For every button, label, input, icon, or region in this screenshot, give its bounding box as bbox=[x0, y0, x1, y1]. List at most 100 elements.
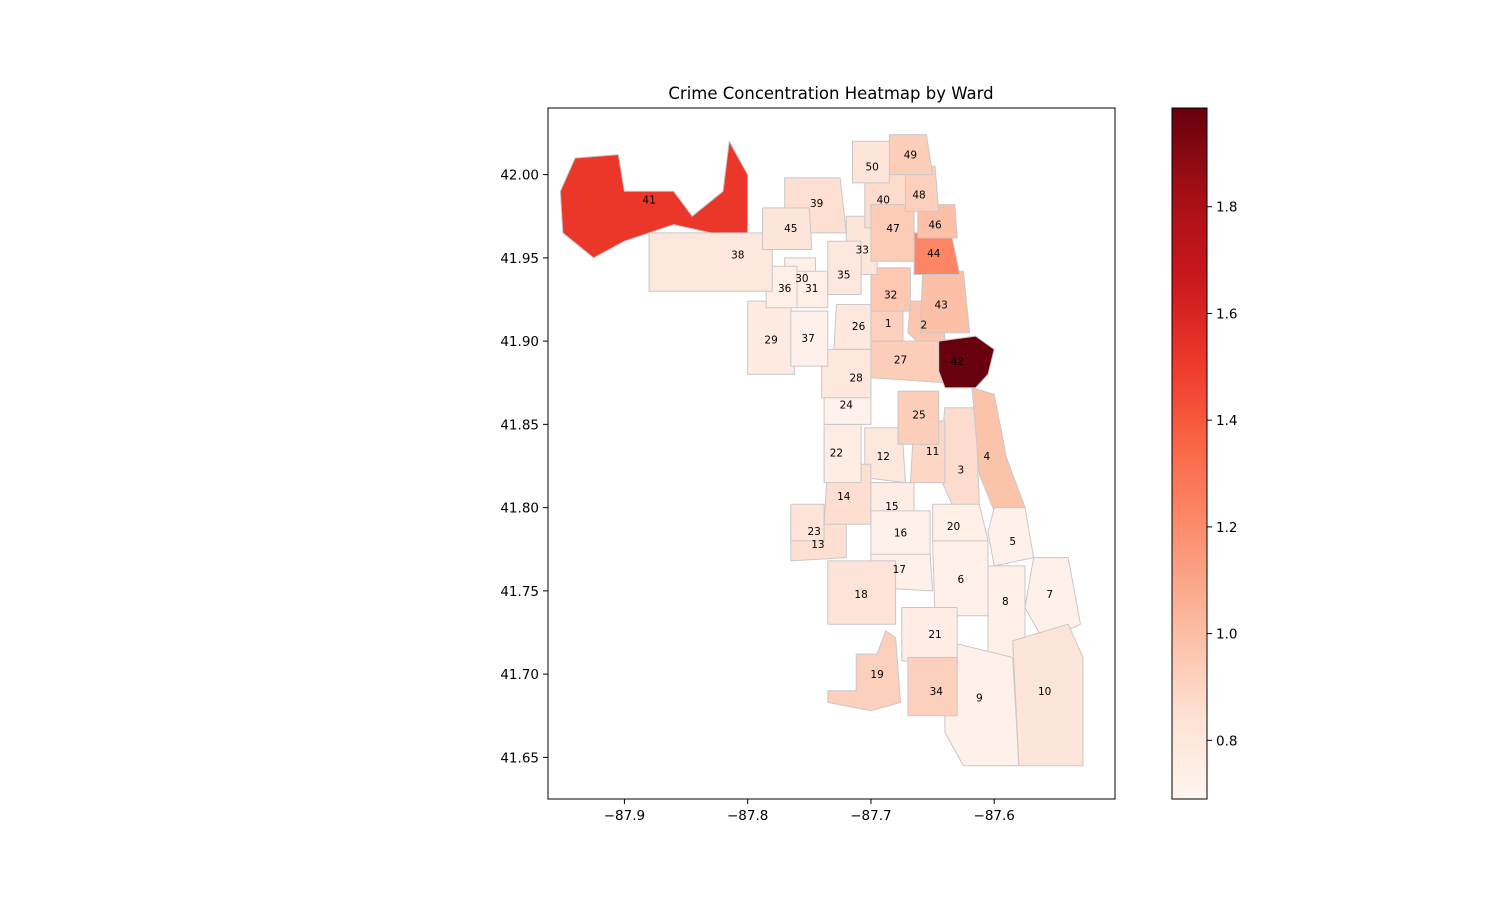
ward-8-label: 8 bbox=[1002, 596, 1009, 608]
ward-14-label: 14 bbox=[837, 491, 851, 503]
ward-16-label: 16 bbox=[894, 528, 908, 540]
colorbar bbox=[1171, 107, 1208, 800]
ward-5-label: 5 bbox=[1009, 536, 1016, 548]
ward-42-label: 42 bbox=[951, 356, 964, 368]
colorbar-tick-label: 1.6 bbox=[1216, 306, 1237, 322]
colorbar-tick-label: 1.0 bbox=[1216, 627, 1237, 643]
ward-29-label: 29 bbox=[764, 334, 777, 346]
ward-46-label: 46 bbox=[928, 220, 942, 232]
ward-20-label: 20 bbox=[947, 521, 960, 533]
ward-18-region bbox=[827, 560, 897, 625]
y-tick-label: 41.80 bbox=[500, 501, 539, 517]
ward-23-region bbox=[790, 503, 825, 542]
ward-47-region bbox=[870, 204, 915, 262]
y-tick-label: 41.85 bbox=[500, 417, 539, 433]
colorbar-tick-label: 1.8 bbox=[1216, 200, 1237, 216]
y-axis: 41.65 41.70 41.75 41.80 41.85 41.90 41.95 42.00 bbox=[500, 168, 548, 766]
ward-17-label: 17 bbox=[893, 564, 906, 576]
y-tick-label: 41.70 bbox=[500, 667, 539, 683]
ward-32-label: 32 bbox=[884, 290, 897, 302]
ward-21-label: 21 bbox=[928, 629, 941, 641]
wards-layer bbox=[559, 134, 1084, 767]
ward-42-region bbox=[938, 335, 995, 389]
ward-12-label: 12 bbox=[877, 451, 890, 463]
y-tick-label: 42.00 bbox=[500, 168, 539, 184]
x-tick-label: −87.6 bbox=[974, 808, 1015, 824]
ward-39-label: 39 bbox=[810, 198, 823, 210]
ward-22-label: 22 bbox=[830, 448, 843, 460]
x-tick-label: −87.9 bbox=[604, 808, 645, 824]
ward-36-label: 36 bbox=[778, 283, 792, 295]
ward-46-region bbox=[917, 204, 958, 239]
ward-4-label: 4 bbox=[983, 451, 990, 463]
ward-30-label: 30 bbox=[795, 273, 808, 285]
ward-25-label: 25 bbox=[912, 409, 925, 421]
ward-1-label: 1 bbox=[885, 318, 892, 330]
ward-28-label: 28 bbox=[850, 373, 863, 385]
ward-13-label: 13 bbox=[811, 539, 824, 551]
colorbar-axis: 0.8 1.0 1.2 1.4 1.6 1.8 bbox=[1207, 200, 1237, 749]
ward-35-label: 35 bbox=[837, 270, 850, 282]
colorbar-tick-label: 1.2 bbox=[1216, 520, 1237, 536]
ward-9-region bbox=[944, 640, 1020, 767]
colorbar-tick-label: 0.8 bbox=[1216, 733, 1237, 749]
y-tick-label: 41.75 bbox=[500, 584, 539, 600]
ward-35-region bbox=[827, 240, 862, 295]
ward-24-label: 24 bbox=[840, 399, 854, 411]
ward-50-label: 50 bbox=[866, 161, 879, 173]
axes-frame bbox=[547, 107, 1116, 800]
ward-19-region bbox=[827, 630, 901, 712]
ward-18-label: 18 bbox=[854, 589, 867, 601]
ward-44-label: 44 bbox=[927, 248, 941, 260]
ward-15-label: 15 bbox=[885, 501, 898, 513]
ward-49-label: 49 bbox=[904, 150, 917, 162]
ward-5-region bbox=[987, 507, 1035, 567]
ward-25-region bbox=[897, 390, 940, 445]
colorbar-tick-label: 1.4 bbox=[1216, 413, 1237, 429]
ward-37-label: 37 bbox=[801, 333, 814, 345]
ward-48-label: 48 bbox=[912, 190, 925, 202]
ward-27-label: 27 bbox=[894, 354, 907, 366]
x-axis: −87.9 −87.8 −87.7 −87.6 bbox=[604, 799, 1015, 824]
ward-7-label: 7 bbox=[1046, 589, 1053, 601]
y-tick-label: 41.65 bbox=[500, 750, 539, 766]
ward-28-region bbox=[821, 348, 872, 399]
ward-19-label: 19 bbox=[870, 669, 883, 681]
ward-32-region bbox=[870, 267, 911, 312]
ward-33-label: 33 bbox=[856, 245, 869, 257]
ward-47-label: 47 bbox=[886, 223, 899, 235]
ward-6-label: 6 bbox=[958, 574, 965, 586]
ward-9-label: 9 bbox=[976, 692, 983, 704]
ward-31-label: 31 bbox=[805, 283, 818, 295]
ward-3-label: 3 bbox=[958, 464, 965, 476]
ward-4-region bbox=[971, 387, 1026, 512]
ward-34-region bbox=[907, 657, 958, 717]
ward-27-region bbox=[870, 340, 946, 384]
ward-50-region bbox=[852, 140, 890, 184]
ward-10-label: 10 bbox=[1038, 686, 1051, 698]
x-tick-label: −87.7 bbox=[850, 808, 891, 824]
y-tick-label: 41.95 bbox=[500, 251, 539, 267]
ward-11-label: 11 bbox=[926, 446, 939, 458]
ward-34-label: 34 bbox=[930, 686, 944, 698]
ward-37-region bbox=[790, 310, 829, 367]
ward-45-region bbox=[762, 207, 813, 250]
ward-41-region bbox=[559, 140, 749, 259]
x-tick-label: −87.8 bbox=[727, 808, 768, 824]
ward-40-label: 40 bbox=[877, 195, 890, 207]
ward-36-region bbox=[765, 265, 798, 309]
ward-41-label: 41 bbox=[642, 195, 655, 207]
ward-38-label: 38 bbox=[731, 250, 744, 262]
ward-2-label: 2 bbox=[921, 320, 928, 332]
ward-26-label: 26 bbox=[852, 321, 866, 333]
ward-10-region bbox=[1012, 623, 1084, 767]
ward-23-label: 23 bbox=[808, 526, 821, 538]
ward-20-region bbox=[932, 503, 989, 542]
chart-title: Crime Concentration Heatmap by Ward bbox=[668, 84, 993, 103]
ward-labels-layer: 1 234567891011121314151617181920212223242… bbox=[642, 150, 1053, 705]
ward-45-label: 45 bbox=[784, 223, 797, 235]
ward-38-region bbox=[648, 232, 773, 292]
ward-43-label: 43 bbox=[935, 300, 948, 312]
y-tick-label: 41.90 bbox=[500, 334, 539, 350]
